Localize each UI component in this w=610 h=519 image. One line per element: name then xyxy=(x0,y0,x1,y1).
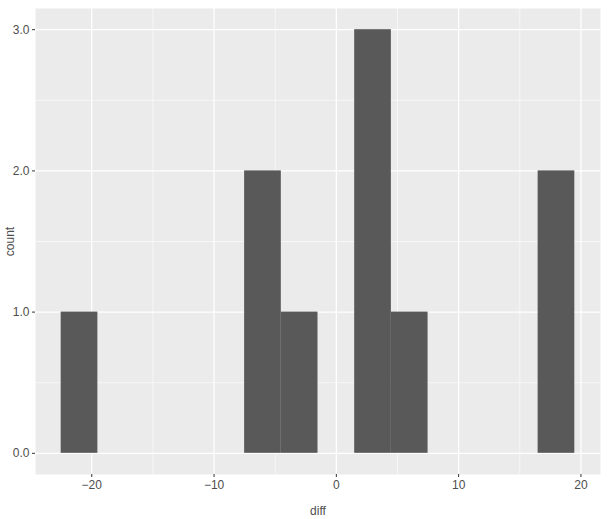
svg-text:0.0: 0.0 xyxy=(13,446,30,460)
svg-text:1.0: 1.0 xyxy=(13,305,30,319)
svg-text:3.0: 3.0 xyxy=(13,23,30,37)
svg-text:20: 20 xyxy=(574,478,588,492)
svg-text:10: 10 xyxy=(452,478,466,492)
svg-text:0: 0 xyxy=(333,478,340,492)
svg-text:−10: −10 xyxy=(204,478,225,492)
svg-text:−20: −20 xyxy=(82,478,103,492)
svg-text:count: count xyxy=(3,226,17,256)
svg-text:diff: diff xyxy=(310,504,326,518)
svg-text:2.0: 2.0 xyxy=(13,164,30,178)
